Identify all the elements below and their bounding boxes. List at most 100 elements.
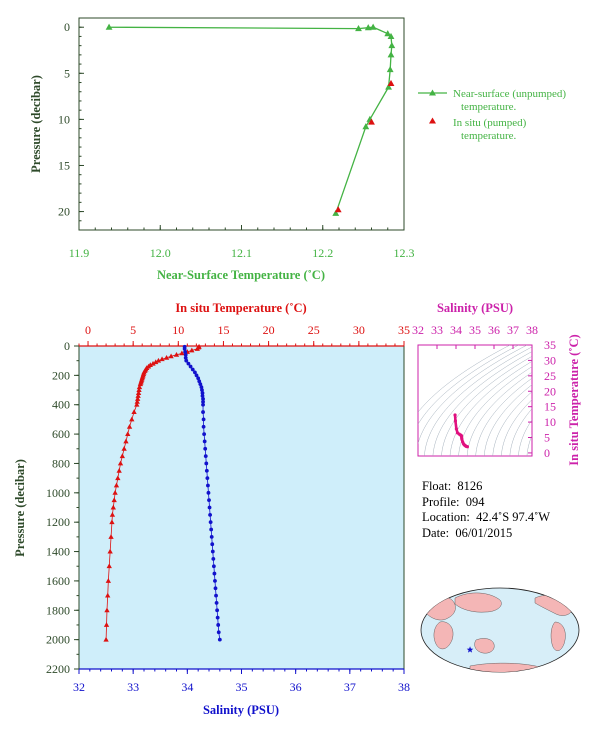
salinity-point [200, 391, 205, 395]
salinity-point [210, 549, 215, 554]
salinity-point [199, 385, 204, 390]
temperature-point [134, 398, 140, 404]
salinity-point [203, 446, 208, 451]
profile-bottom-axis-label: Salinity (PSU) [203, 703, 279, 717]
temperature-point [105, 592, 111, 598]
near-surface-point [385, 83, 392, 90]
ts-top-tick-label: 35 [469, 323, 481, 337]
temperature-point [134, 401, 140, 407]
density-contour [441, 356, 532, 456]
ts-point [453, 413, 457, 417]
legend-near-surface-line2: temperature. [461, 101, 517, 113]
pf-y-tick-label: 2200 [46, 662, 70, 676]
ts-point [460, 437, 464, 441]
salinity-point [203, 454, 208, 459]
ts-marks [453, 413, 469, 449]
near-surface-legend: Near-surface (unpumped) temperature. In … [418, 88, 566, 142]
salinity-point [193, 370, 197, 375]
temperature-point [136, 384, 143, 390]
density-contour [418, 345, 511, 413]
pf-y-tick-label: 2000 [46, 633, 70, 647]
pf-y-tick-label: 1800 [46, 603, 70, 617]
salinity-point [207, 505, 212, 510]
temperature-point [150, 360, 156, 366]
temperature-point [116, 467, 122, 473]
temperature-point [189, 347, 195, 353]
temperature-point [123, 438, 129, 444]
near-surface-plot-frame [78, 17, 405, 231]
in-situ-point [334, 206, 342, 213]
temperature-point [121, 445, 127, 451]
ns-y-tick-label: 15 [58, 158, 70, 172]
temperature-point [108, 534, 114, 539]
temperature-point [109, 512, 116, 517]
temperature-point [111, 497, 117, 503]
ts-right-tick-label: 30 [544, 353, 556, 367]
density-contour [501, 399, 532, 456]
ts-right-tick-label: 20 [544, 384, 556, 398]
ts-right-tick-label: 5 [544, 431, 550, 445]
map-land-antarctica [469, 662, 541, 672]
near-surface-y-label: Pressure (decibar) [29, 75, 43, 173]
ns-x-tick-label: 12.1 [231, 246, 252, 260]
legend-near-surface-line1: Near-surface (unpumped) [453, 88, 566, 100]
temperature-point [135, 390, 142, 395]
temperature-point [135, 396, 141, 401]
info-block: Float: 8126 Profile: 094 Location: 42.4˚… [422, 479, 550, 541]
ts-point [453, 419, 458, 423]
temperature-point [125, 431, 131, 437]
profile-plot-frame [78, 345, 405, 670]
near-surface-point [355, 25, 362, 32]
salinity-point [208, 512, 212, 517]
legend-in-situ-line2: temperature. [461, 130, 517, 142]
pf-top-tick-label: 20 [263, 323, 275, 337]
near-surface-point [387, 51, 395, 58]
pf-y-tick-label: 400 [52, 398, 70, 412]
pf-top-tick-label: 30 [353, 323, 365, 337]
salinity-point [201, 410, 205, 414]
density-contour [418, 345, 528, 445]
salinity-point [205, 476, 210, 481]
location-value: 42.4˚S 97.4˚W [476, 510, 551, 524]
ts-top-tick-label: 33 [431, 323, 443, 337]
map-land-south-america [550, 621, 566, 651]
near-surface-point [364, 24, 372, 31]
salinity-point [188, 364, 193, 369]
salinity-point [209, 534, 214, 539]
temperature-point [137, 381, 144, 387]
salinity-point [186, 361, 191, 366]
salinity-point [197, 379, 202, 384]
salinity-point [212, 571, 217, 576]
in-situ-point [387, 79, 395, 86]
temperature-point [103, 636, 109, 642]
temperature-point [117, 460, 124, 466]
salinity-point [200, 394, 205, 398]
density-contour [492, 391, 532, 456]
temperature-point [173, 352, 180, 357]
salinity-point [201, 402, 205, 407]
ts-top-tick-label: 34 [450, 323, 462, 337]
pf-y-tick-label: 0 [64, 339, 70, 353]
ns-y-tick-label: 5 [64, 66, 70, 80]
world-map [420, 587, 580, 673]
profile-y-label: Pressure (decibar) [13, 459, 27, 557]
salinity-point [214, 593, 218, 598]
ts-plot-frame [417, 344, 533, 457]
ts-right-tick-label: 10 [544, 415, 556, 429]
temperature-point [129, 416, 135, 422]
temperature-point [106, 563, 112, 569]
near-surface-chart: 11.9 12.0 12.1 12.2 12.3 0 5 10 15 20 Near-Surfac… [29, 17, 566, 282]
salinity-point [213, 579, 217, 583]
date-row: Date: 06/01/2015 [422, 526, 550, 542]
pf-top-tick-label: 15 [217, 323, 229, 337]
temperature-point [194, 346, 200, 351]
density-contour [509, 408, 532, 456]
profile-marks [103, 343, 222, 642]
star-icon [466, 646, 474, 653]
density-contour [449, 361, 532, 456]
salinity-point [211, 556, 216, 561]
pf-top-tick-label: 25 [308, 323, 320, 337]
density-contour [475, 377, 532, 456]
temperature-point [119, 453, 125, 459]
